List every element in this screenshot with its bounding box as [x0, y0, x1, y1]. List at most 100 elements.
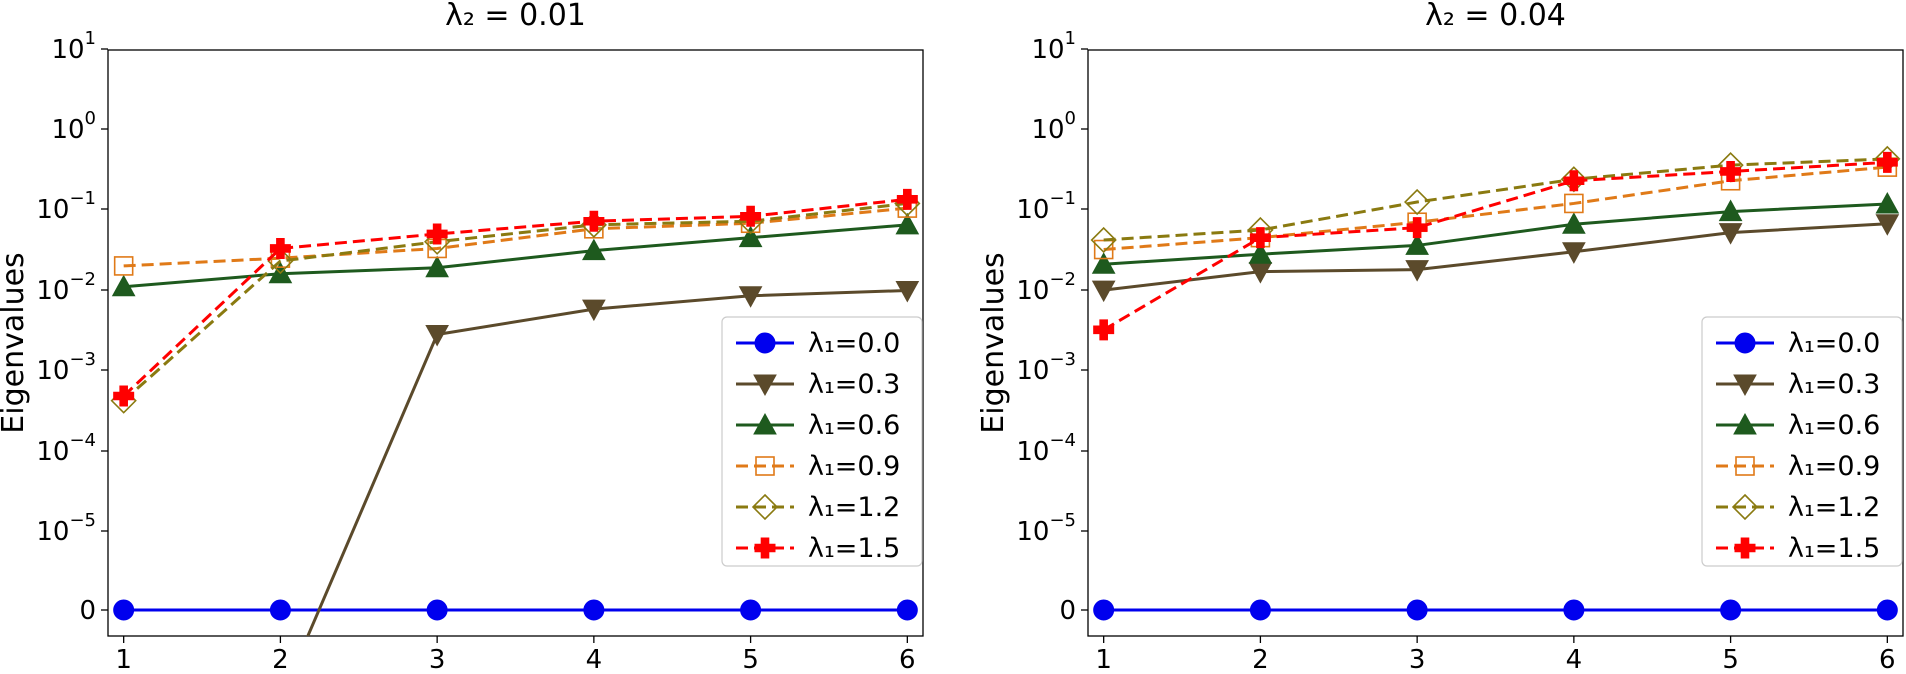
series-3-point [1875, 191, 1900, 214]
series-6-point [113, 385, 135, 407]
series-line-6 [122, 197, 908, 398]
series-6-point [740, 205, 762, 227]
y-tick-label: 10−4 [1016, 430, 1076, 467]
x-tick-label: 6 [899, 645, 916, 674]
series-6-point [583, 210, 605, 232]
y-tick-label: 10−5 [36, 510, 96, 547]
y-tick-label: 10−1 [1016, 188, 1076, 225]
series-2-point [738, 286, 763, 308]
series-6-point [1563, 170, 1585, 192]
series-6-point [1720, 160, 1742, 182]
legend-marker [1735, 456, 1755, 476]
series-1-point [426, 599, 448, 621]
x-tick-label: 1 [1095, 645, 1112, 674]
legend-marker [755, 456, 775, 476]
series-line-5 [122, 201, 908, 402]
series-1-point [1563, 599, 1585, 621]
series-2-point [1091, 280, 1116, 303]
x-tick-label: 5 [1722, 645, 1739, 674]
chart-panel-1: λ₂ = 0.01 Eigenvalues 1 2 3 4 5 6 0 10−5 10−4 10−3 1… [0, 0, 924, 674]
series-1-point [896, 599, 918, 621]
x-tick-label: 6 [1879, 645, 1896, 674]
series-6-point [1876, 151, 1898, 173]
legend-label: λ₁=0.6 [808, 410, 900, 441]
series-1-point [1876, 599, 1898, 621]
y-axis-label: Eigenvalues [976, 252, 1011, 433]
y-tick-label: 101 [51, 28, 96, 65]
legend-marker [754, 332, 776, 354]
series-4-point [1564, 193, 1584, 214]
y-tick-label: 10−3 [36, 349, 96, 386]
x-tick-label: 1 [115, 645, 132, 674]
y-tick-label: 0 [79, 596, 96, 626]
legend-marker [1734, 332, 1756, 354]
series-6-point [269, 237, 291, 259]
x-tick-label: 2 [1252, 645, 1269, 674]
legend-label: λ₁=0.6 [1788, 410, 1880, 441]
x-tick-label: 4 [1566, 645, 1583, 674]
series-6-point [426, 223, 448, 245]
legend-label: λ₁=0.9 [1788, 451, 1880, 482]
series-3-point [1405, 233, 1429, 255]
y-tick-label: 10−2 [36, 269, 96, 306]
legend-marker [1731, 493, 1759, 521]
y-tick-label: 0 [1059, 596, 1076, 626]
legend-marker [1733, 412, 1757, 435]
series-4-point [1093, 239, 1114, 260]
chart-panel-2: λ₂ = 0.04 Eigenvalues 1 2 3 4 5 6 0 10−5 10−4 10−3 1… [976, 0, 1904, 674]
series-1-point [1093, 599, 1115, 621]
y-axis-label: Eigenvalues [0, 252, 31, 433]
series-6-point [1249, 227, 1271, 249]
legend: λ₁=0.0 λ₁=0.3 λ₁=0.6 λ₁=0.9 λ₁=1.2 λ₁=1.5 [721, 316, 923, 567]
series-line-3 [1103, 202, 1888, 266]
legend-label: λ₁=1.5 [1788, 533, 1880, 564]
legend-label: λ₁=1.5 [808, 533, 900, 564]
legend-marker [1734, 537, 1756, 559]
series-line-4 [123, 206, 908, 268]
x-tick-label: 3 [1409, 645, 1426, 674]
chart-title: λ₂ = 0.04 [1425, 0, 1566, 33]
chart-title: λ₂ = 0.01 [445, 0, 586, 33]
legend-label: λ₁=0.0 [808, 328, 900, 359]
y-tick-label: 10−3 [1016, 349, 1076, 386]
series-line-3 [123, 223, 908, 289]
series-1-point [1720, 599, 1742, 621]
legend-marker [753, 374, 777, 397]
y-tick-label: 10−4 [36, 430, 96, 467]
plot-area [107, 49, 924, 637]
legend-marker [751, 493, 779, 521]
x-tick-label: 3 [429, 645, 446, 674]
legend-label: λ₁=1.2 [1788, 492, 1880, 523]
x-tick-label: 2 [272, 645, 289, 674]
series-group [110, 188, 921, 636]
series-4-point [113, 256, 134, 276]
series-3-point [1562, 212, 1586, 234]
series-3-point [738, 225, 763, 248]
y-tick-label: 10−2 [1016, 269, 1076, 306]
series-3-point [1248, 242, 1273, 264]
y-tick-label: 10−5 [1016, 510, 1076, 547]
series-3-point [582, 238, 606, 261]
series-group [1090, 145, 1901, 621]
legend: λ₁=0.0 λ₁=0.3 λ₁=0.6 λ₁=0.9 λ₁=1.2 λ₁=1.5 [1701, 316, 1903, 567]
series-line-2 [306, 288, 908, 636]
series-1-point [1249, 599, 1271, 621]
series-2-point [1875, 214, 1900, 236]
series-2-point [425, 324, 449, 347]
series-3-point [425, 255, 449, 278]
legend-marker [753, 412, 777, 435]
y-tick-label: 100 [1031, 108, 1076, 145]
legend-label: λ₁=1.2 [808, 492, 900, 523]
series-3-point [895, 212, 920, 235]
legend-marker [1733, 374, 1757, 397]
series-2-point [1405, 260, 1429, 282]
series-2-point [1562, 242, 1586, 264]
x-tick-label: 5 [742, 645, 759, 674]
series-2-point [895, 280, 920, 303]
series-3-point [1091, 252, 1116, 274]
series-1-point [1406, 599, 1428, 621]
y-tick-label: 100 [51, 108, 96, 145]
legend-label: λ₁=0.0 [1788, 328, 1880, 359]
y-tick-label: 10−1 [36, 188, 96, 225]
series-2-point [582, 299, 606, 322]
